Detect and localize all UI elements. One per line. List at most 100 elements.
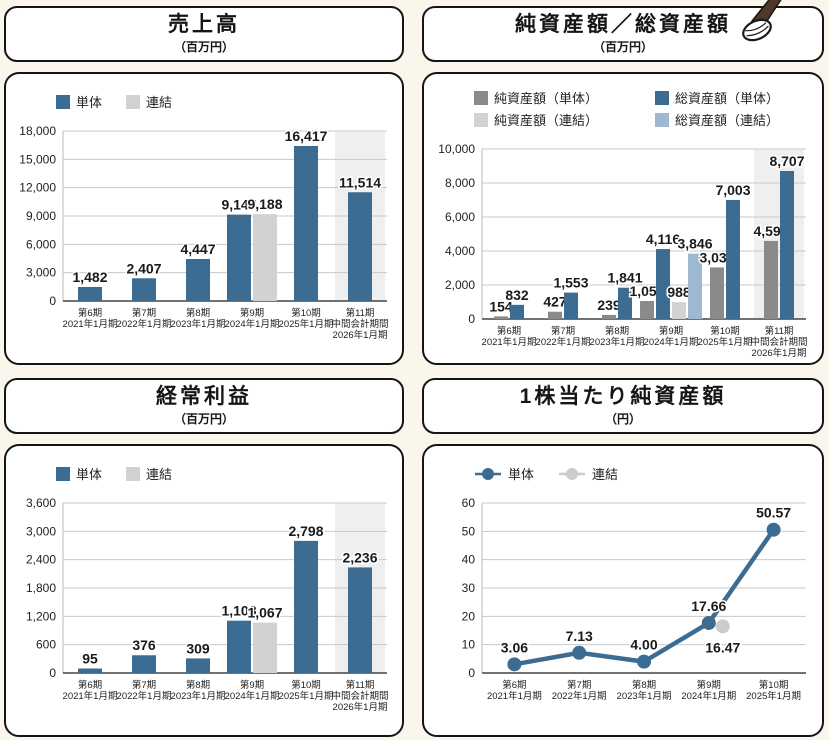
x-tick-label: 2023年1月期 (590, 336, 645, 348)
y-tick-label: 0 (49, 294, 56, 308)
chart-plot: 03,0006,0009,00012,00015,00018,000第6期202… (19, 124, 388, 341)
y-tick-label: 2,000 (445, 278, 475, 292)
chart-unit: （百万円） (173, 412, 234, 427)
legend: 純資産額（単体） 総資産額（単体） 純資産額（連結） 総資産額（連結） (474, 88, 818, 129)
chart-title: 経常利益 (156, 384, 252, 408)
data-point (572, 645, 587, 660)
x-tick-label: 2024年1月期 (225, 318, 280, 330)
legend-item: 総資産額（連結） (655, 110, 818, 129)
bar (253, 622, 277, 673)
x-tick-label: 中間会計期間 (331, 690, 388, 702)
x-tick-label: 2026年1月期 (333, 329, 388, 341)
chart-title: 1株当たり純資産額 (519, 384, 727, 408)
value-label: 7.13 (566, 628, 593, 644)
x-tick-label: 2023年1月期 (617, 690, 672, 702)
value-label: 3,846 (677, 236, 712, 252)
x-tick-label: 中間会計期間 (331, 318, 388, 330)
net-assets-per-share-chart: 単体 連結 0 10 20 30 40 50 60 第6期 2021年1月期 第7期 2022年1月期 第… (422, 444, 824, 737)
bar (780, 170, 794, 319)
x-tick-label: 第8期 (186, 679, 210, 691)
x-tick-label: 第8期 (605, 325, 629, 337)
bar (618, 287, 632, 319)
x-tick-label: 第6期 (497, 325, 521, 337)
x-tick-label: 2023年1月期 (171, 318, 226, 330)
value-label: 4,447 (180, 241, 215, 257)
legend-item: 単体 (56, 464, 102, 483)
y-tick-label: 0 (468, 312, 475, 326)
x-tick-label: 2025年1月期 (279, 690, 334, 702)
x-tick-label: 2022年1月期 (536, 336, 591, 348)
legend-label: 純資産額（単体） (494, 91, 599, 106)
chart-unit: （円） (604, 412, 641, 427)
x-tick-label: 第7期 (132, 679, 156, 691)
value-label: 50.57 (756, 505, 791, 521)
x-tick-label: 第6期 (78, 307, 102, 319)
legend-line-marker-icon (558, 467, 586, 481)
y-tick-label: 50 (462, 524, 476, 538)
data-point (507, 657, 522, 672)
bar (602, 314, 616, 319)
sales-chart: 単体 連結 0 3,000 6,000 9,000 12,000 15,000 18,000 第6… (4, 72, 404, 365)
x-tick-label: 2021年1月期 (482, 336, 537, 348)
value-label: 9,147 (221, 197, 256, 213)
y-tick-label: 0 (468, 666, 475, 680)
legend-label: 総資産額（連結） (675, 113, 780, 128)
value-label: 2,236 (342, 549, 377, 565)
ordinary-profit-chart: 単体 連結 0 600 1,200 1,800 2,400 3,000 3,600 第6期 2021… (4, 444, 404, 737)
x-tick-label: 第9期 (240, 679, 264, 691)
y-tick-label: 8,000 (445, 176, 475, 190)
value-label: 154 (489, 298, 513, 314)
value-label: 1,108 (221, 603, 256, 619)
bar (253, 214, 277, 301)
value-label: 1,067 (247, 605, 282, 621)
bar (348, 567, 372, 673)
y-tick-label: 15,000 (19, 152, 56, 166)
data-point (715, 619, 730, 634)
bar (227, 620, 251, 673)
legend-item: 総資産額（単体） (655, 88, 818, 107)
x-tick-label: 第6期 (78, 679, 102, 691)
panel-title-sales: 売上高 （百万円） (4, 6, 404, 62)
legend-swatch-icon (56, 466, 70, 481)
value-label: 4.00 (630, 637, 657, 653)
legend-swatch-icon (126, 466, 141, 481)
legend-label: 単体 (76, 467, 103, 482)
legend-label: 連結 (146, 95, 173, 110)
y-tick-label: 1,800 (26, 581, 56, 595)
legend-swatch-icon (474, 90, 488, 105)
data-point (637, 654, 651, 669)
legend-item: 純資産額（連結） (474, 110, 637, 129)
data-point (766, 522, 781, 537)
x-tick-label: 第11期 (765, 325, 794, 337)
y-tick-label: 600 (36, 638, 56, 652)
legend-item: 連結 (558, 464, 618, 483)
x-tick-label: 第9期 (659, 325, 683, 337)
x-tick-label: 第9期 (697, 679, 721, 691)
x-tick-label: 第7期 (551, 325, 575, 337)
chart-unit: （百万円） (173, 40, 234, 55)
bar (78, 668, 102, 673)
bar (294, 540, 318, 673)
y-tick-label: 6,000 (445, 210, 475, 224)
legend-swatch-icon (474, 112, 488, 127)
legend-label: 単体 (508, 467, 535, 482)
panel-title-net-assets-per-share: 1株当たり純資産額 （円） (422, 378, 824, 434)
legend-label: 総資産額（単体） (675, 91, 780, 106)
bar (548, 311, 562, 319)
value-label: 309 (186, 640, 210, 656)
legend-swatch-icon (655, 90, 669, 105)
y-tick-label: 3,000 (26, 266, 56, 280)
legend-line-marker-icon (474, 467, 502, 481)
chart-plot: 0 600 1,200 1,800 2,400 3,000 3,600 第6期2021年1月期… (26, 496, 389, 713)
bar (764, 240, 778, 319)
x-tick-label: 第10期 (759, 679, 789, 691)
value-label: 11,514 (339, 174, 381, 190)
y-tick-label: 60 (462, 496, 476, 510)
chart-unit: （百万円） (592, 40, 653, 55)
x-tick-label: 第7期 (567, 679, 591, 691)
legend-item: 連結 (126, 464, 172, 483)
bar (672, 302, 686, 319)
bar (726, 199, 740, 319)
y-tick-label: 3,600 (26, 496, 56, 510)
